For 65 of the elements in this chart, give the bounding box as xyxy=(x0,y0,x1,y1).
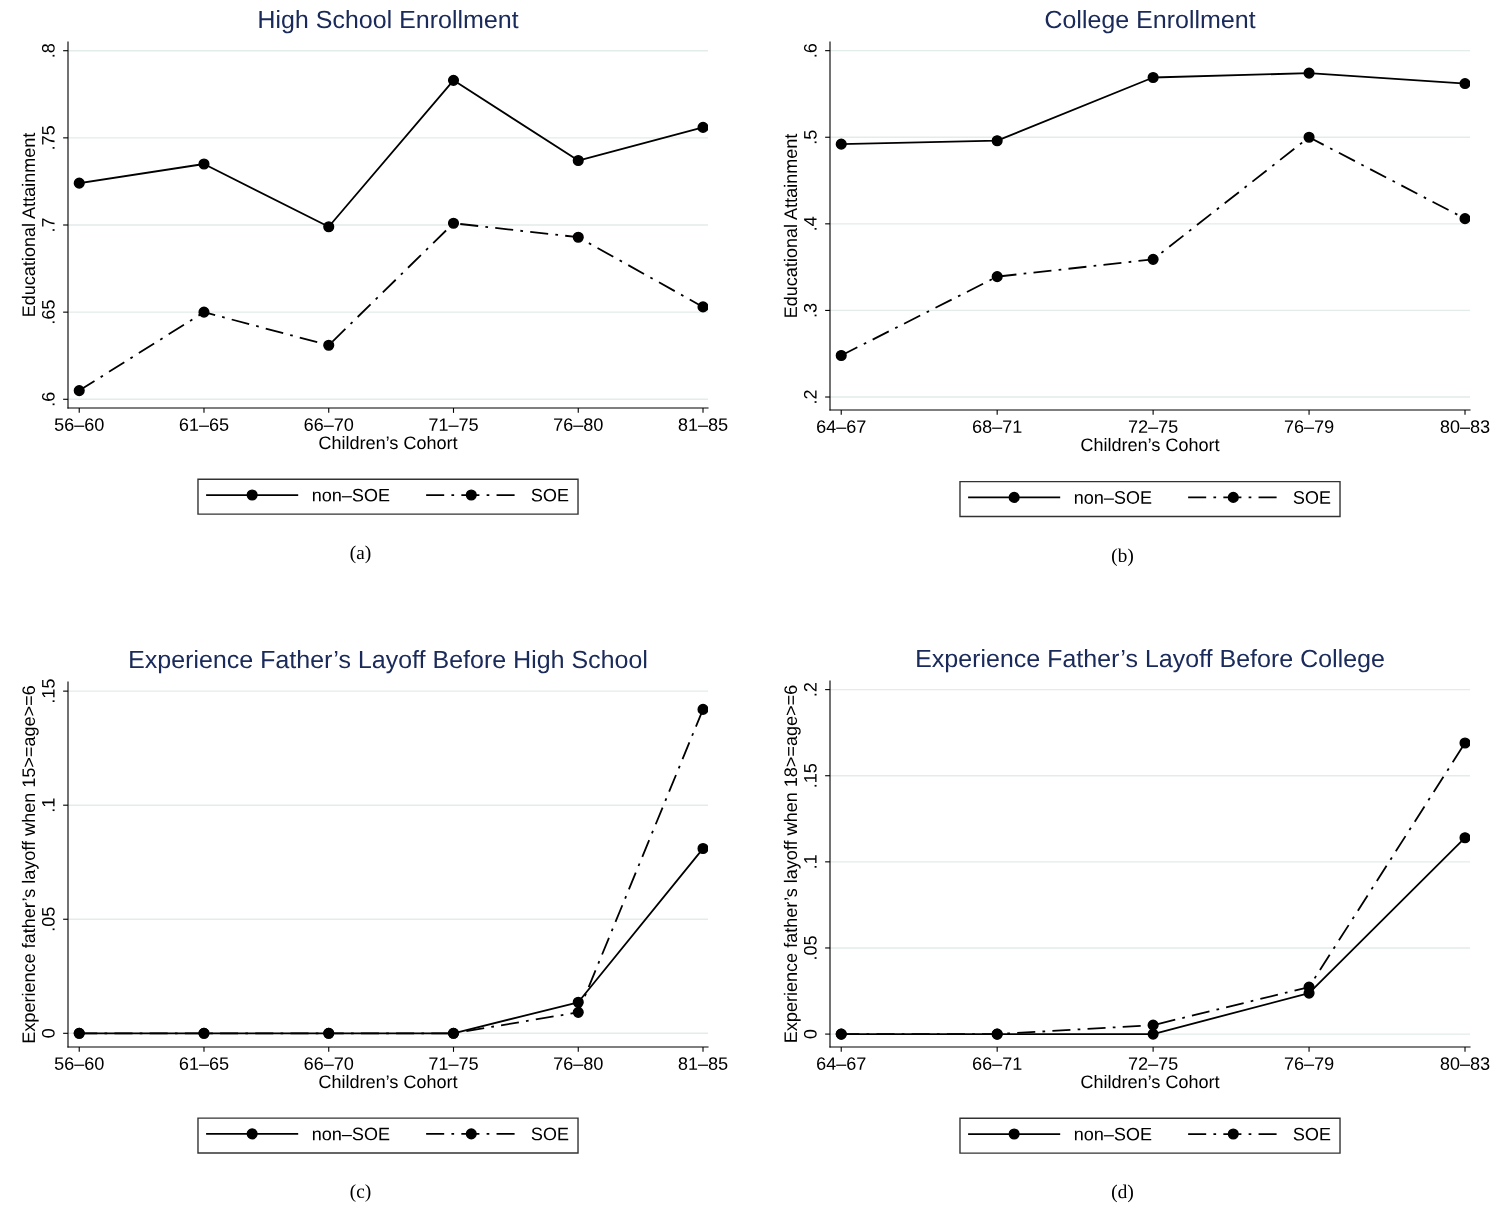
chart-title: College Enrollment xyxy=(1045,9,1256,34)
x-tick-label: 76–80 xyxy=(554,418,603,431)
x-tick-label: 72–75 xyxy=(1128,1057,1178,1070)
legend-label: non–SOE xyxy=(312,488,390,502)
x-tick-label: 76–80 xyxy=(554,1057,603,1070)
legend-label: non–SOE xyxy=(312,1127,390,1141)
legend-label: SOE xyxy=(531,488,569,502)
y-tick-label: .75 xyxy=(42,126,55,149)
x-tick-label: 66–70 xyxy=(304,1057,354,1070)
x-tick-label: 68–71 xyxy=(972,420,1022,433)
chart-title: Experience Father’s Layoff Before College xyxy=(917,648,1384,673)
x-tick-label: 76–79 xyxy=(1284,420,1334,433)
y-axis-title: Educational Attainment xyxy=(21,132,36,316)
y-tick-label: .15 xyxy=(804,763,817,787)
x-tick-label: 64–67 xyxy=(817,420,866,433)
text: (c) xyxy=(350,1184,371,1202)
x-tick-label: 76–79 xyxy=(1284,1057,1334,1070)
x-tick-label: 72–75 xyxy=(1128,420,1178,433)
y-tick-label: .1 xyxy=(804,855,817,868)
x-tick-label: 64–67 xyxy=(817,1057,866,1070)
text: (a) xyxy=(350,545,371,564)
y-tick-label: .05 xyxy=(803,936,817,959)
chart-title: Experience Father’s Layoff Before High School xyxy=(130,649,647,674)
x-tick-label: 56–60 xyxy=(54,1057,104,1070)
y-tick-label: .2 xyxy=(803,390,817,403)
x-tick-label: 71–75 xyxy=(429,1057,478,1070)
chart-title: High School Enrollment xyxy=(259,9,519,34)
x-tick-label: 81–85 xyxy=(678,418,728,431)
y-axis-title: Experience father’s layoff when 18>=age>=6 xyxy=(783,685,801,1042)
y-tick-label: 0 xyxy=(41,1029,55,1038)
y-tick-label: .15 xyxy=(42,679,55,703)
x-axis-title: Children’s Cohort xyxy=(1081,437,1220,452)
legend-label: non–SOE xyxy=(1074,491,1152,504)
text: (d) xyxy=(1112,1184,1133,1203)
x-tick-label: 80–83 xyxy=(1440,1057,1490,1070)
y-axis-title: Educational Attainment xyxy=(783,133,798,317)
text: (b) xyxy=(1112,548,1133,567)
y-tick-label: .6 xyxy=(803,43,817,57)
legend-label: SOE xyxy=(1293,1127,1331,1141)
x-axis-title: Children’s Cohort xyxy=(319,1074,458,1089)
x-tick-label: 66–70 xyxy=(304,418,354,431)
legend-label: SOE xyxy=(1293,491,1331,504)
legend-label: non–SOE xyxy=(1074,1127,1152,1141)
x-axis-title: Children’s Cohort xyxy=(319,435,458,450)
legend-label: SOE xyxy=(531,1127,569,1141)
x-tick-label: 81–85 xyxy=(678,1057,728,1070)
y-tick-label: .7 xyxy=(42,218,55,231)
x-axis-title: Children’s Cohort xyxy=(1081,1074,1220,1089)
y-tick-label: .8 xyxy=(41,43,55,57)
y-tick-label: 0 xyxy=(803,1029,817,1039)
x-tick-label: 56–60 xyxy=(54,418,104,431)
x-tick-label: 61–65 xyxy=(179,1057,229,1070)
y-tick-label: .5 xyxy=(804,130,817,144)
x-tick-label: 61–65 xyxy=(179,418,229,431)
y-tick-label: .65 xyxy=(41,300,55,324)
y-tick-label: .3 xyxy=(803,303,817,317)
y-tick-label: .1 xyxy=(42,798,55,812)
y-tick-label: .2 xyxy=(803,682,817,696)
y-tick-label: .6 xyxy=(41,392,55,406)
x-tick-label: 80–83 xyxy=(1440,420,1490,433)
y-axis-title: Experience father’s layoff when 15>=age>=6 xyxy=(21,686,39,1043)
y-tick-label: .4 xyxy=(804,216,817,230)
x-tick-label: 66–71 xyxy=(972,1057,1022,1070)
y-tick-label: .05 xyxy=(41,907,55,931)
x-tick-label: 71–75 xyxy=(429,418,478,431)
